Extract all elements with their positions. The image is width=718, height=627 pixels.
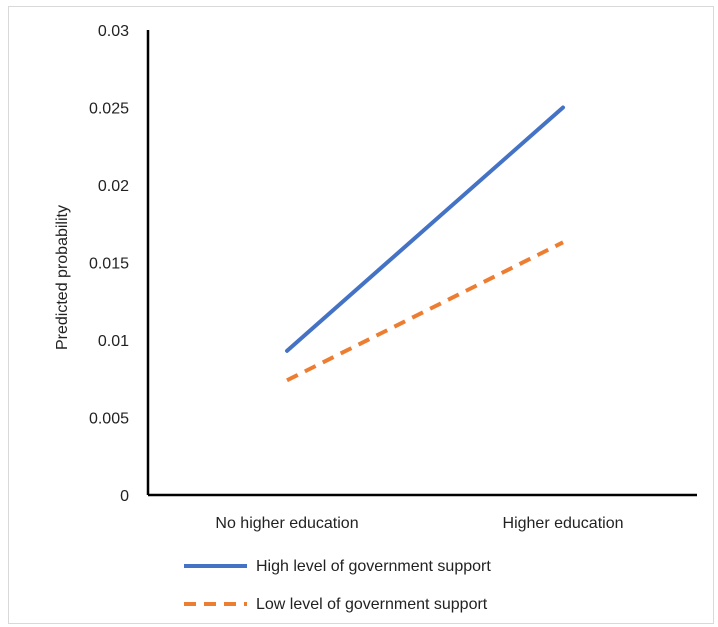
x-category-label: Higher education bbox=[503, 515, 624, 532]
legend-label: Low level of government support bbox=[256, 596, 488, 613]
x-category-label: No higher education bbox=[215, 515, 358, 532]
legend-label: High level of government support bbox=[256, 558, 491, 575]
y-tick-label: 0.01 bbox=[98, 333, 129, 350]
series-line-high-support bbox=[285, 105, 565, 353]
y-tick-label: 0.015 bbox=[89, 256, 129, 273]
series-lines bbox=[285, 105, 565, 383]
y-tick-label: 0 bbox=[120, 488, 129, 505]
chart-frame bbox=[8, 6, 714, 624]
y-tick-label: 0.03 bbox=[98, 23, 129, 40]
y-axis-ticks: 0 0.005 0.01 0.015 0.02 0.025 0.03 bbox=[89, 23, 129, 505]
x-axis-categories: No higher education Higher education bbox=[215, 515, 623, 532]
y-tick-label: 0.02 bbox=[98, 178, 129, 195]
y-axis-title: Predicted probability bbox=[54, 205, 71, 350]
series-line-low-support bbox=[286, 240, 564, 383]
y-tick-label: 0.005 bbox=[89, 411, 129, 428]
legend: High level of government support Low leve… bbox=[184, 558, 491, 613]
y-tick-label: 0.025 bbox=[89, 101, 129, 118]
